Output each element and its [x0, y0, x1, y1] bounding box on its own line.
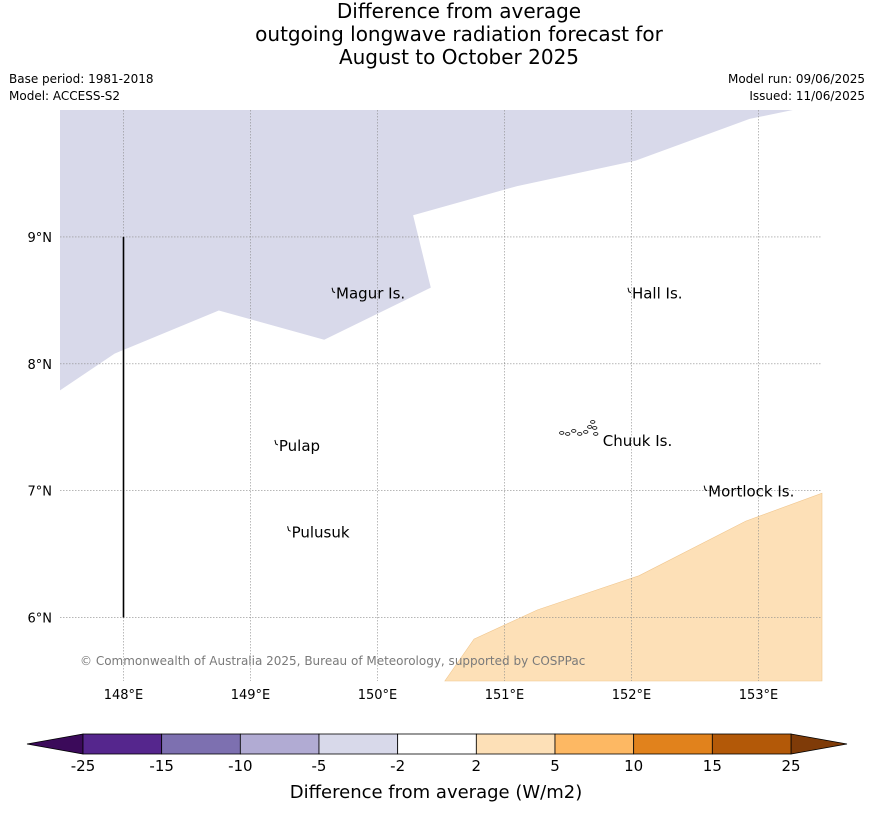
issued-date: Issued: 11/06/2025 [749, 89, 865, 103]
chuuk-islet-shape [577, 432, 583, 436]
island-marker: Hall Is. [627, 285, 683, 303]
island-label: Pulap [279, 437, 320, 455]
meta-right: Model run: 09/06/2025 Issued: 11/06/2025 [728, 71, 865, 105]
chuuk-islet-shape [565, 432, 571, 436]
title-line-1: Difference from average [336, 0, 582, 23]
map-title: Difference from average outgoing longwav… [0, 0, 873, 69]
island-shape [287, 526, 291, 532]
lat-tick-label: 8°N [28, 358, 53, 373]
island-marker: Magur Is. [331, 285, 405, 303]
colorbar-tick-label: 10 [624, 757, 643, 775]
anomaly-region-2 [444, 492, 823, 682]
colorbar-tick-label: -10 [228, 757, 253, 775]
colorbar-overflow-arrow [790, 733, 848, 755]
model-run: Model run: 09/06/2025 [727, 72, 865, 86]
island-label: Pulusuk [292, 523, 350, 541]
chuuk-islet-shape [587, 425, 593, 429]
lon-tick-label: 153°E [739, 688, 779, 703]
colorbar-tick-label: 15 [703, 757, 722, 775]
colorbar-segment [318, 733, 399, 755]
lat-tick-label: 7°N [28, 485, 53, 500]
chuuk-islet-shape [592, 426, 598, 430]
colorbar-segment [82, 733, 163, 755]
lon-tick-label: 152°E [612, 688, 652, 703]
island-marker: Pulusuk [287, 523, 350, 541]
colorbar-segment [397, 733, 477, 755]
island-shape [274, 439, 279, 446]
chuuk-islet-shape [559, 431, 565, 435]
islands: Magur Is. Hall Is. Pulap Chuuk Is. Mortlock … [274, 285, 794, 541]
lat-tick-label: 9°N [28, 231, 53, 246]
colorbar-tick-label: -2 [390, 757, 405, 775]
anomaly-regions [60, 110, 823, 682]
colorbar-segment [633, 733, 713, 755]
island-label: Hall Is. [632, 285, 683, 303]
colorbar-tick-label: 2 [472, 757, 482, 775]
island-shape [331, 287, 336, 294]
colorbar-segment [711, 733, 792, 755]
colorbar-underflow-arrow [26, 733, 84, 755]
lon-tick-label: 151°E [485, 688, 525, 703]
lat-tick-label: 6°N [28, 612, 53, 627]
island-shape [703, 485, 708, 492]
meta-left: Base period: 1981-2018 Model: ACCESS-S2 [9, 71, 154, 105]
island-label: Magur Is. [336, 285, 405, 303]
colorbar-segment [554, 733, 635, 755]
island-marker: Chuuk Is. [559, 420, 672, 450]
island-marker: Pulap [274, 437, 320, 455]
colorbar-tick-label: 25 [781, 757, 800, 775]
colorbar-tick-label: 5 [550, 757, 560, 775]
chuuk-islet-shape [571, 429, 577, 433]
colorbar-tick-label: -5 [312, 757, 327, 775]
colorbar-segment [239, 733, 320, 755]
chuuk-islet-shape [583, 430, 589, 434]
colorbar-segment [161, 733, 241, 755]
colorbar-segment [475, 733, 556, 755]
colorbar: -25 -15 -10 -5 -2 2 5 10 15 25 [26, 733, 848, 775]
island-marker: Mortlock Is. [703, 483, 794, 501]
island-label: Chuuk Is. [603, 432, 672, 450]
anomaly-region-1 [60, 110, 793, 391]
base-period: Base period: 1981-2018 [9, 72, 154, 86]
colorbar-tick-label: -25 [71, 757, 96, 775]
island-shape [627, 287, 632, 294]
title-line-2: outgoing longwave radiation forecast for [255, 22, 663, 46]
lon-tick-label: 150°E [358, 688, 398, 703]
chuuk-islet-shape [590, 420, 596, 424]
lon-tick-label: 149°E [231, 688, 271, 703]
colorbar-label: Difference from average (W/m2) [290, 782, 582, 803]
axis-tick-labels: 148°E 149°E 150°E 151°E 152°E 153°E 9°N 8°N 7°N 6… [28, 231, 779, 703]
title-line-3: August to October 2025 [338, 45, 580, 69]
copyright-notice: © Commonwealth of Australia 2025, Bureau… [80, 654, 585, 668]
colorbar-tick-label: -15 [149, 757, 174, 775]
model-name: Model: ACCESS-S2 [9, 89, 121, 103]
island-label: Mortlock Is. [708, 483, 794, 501]
lon-tick-label: 148°E [104, 688, 144, 703]
chuuk-islet-shape [593, 432, 599, 436]
